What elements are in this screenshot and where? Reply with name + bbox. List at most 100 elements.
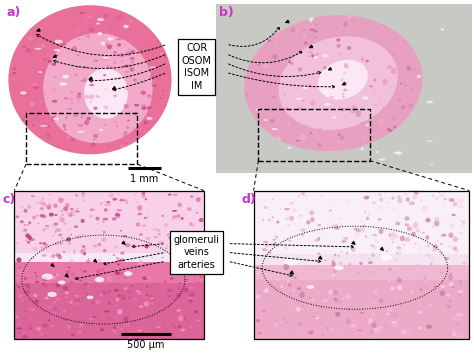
- Ellipse shape: [42, 203, 47, 207]
- Ellipse shape: [146, 117, 153, 120]
- Ellipse shape: [15, 215, 19, 218]
- Ellipse shape: [143, 300, 145, 302]
- Ellipse shape: [312, 268, 314, 269]
- Ellipse shape: [178, 43, 183, 45]
- Ellipse shape: [55, 283, 61, 287]
- Ellipse shape: [142, 106, 146, 110]
- Ellipse shape: [163, 25, 164, 26]
- Ellipse shape: [110, 141, 111, 142]
- Ellipse shape: [434, 221, 439, 226]
- Ellipse shape: [291, 307, 293, 309]
- Ellipse shape: [127, 290, 132, 293]
- Ellipse shape: [343, 71, 346, 74]
- Ellipse shape: [406, 275, 407, 276]
- Ellipse shape: [175, 148, 179, 150]
- Ellipse shape: [317, 224, 321, 226]
- Ellipse shape: [440, 30, 442, 31]
- Ellipse shape: [376, 36, 378, 39]
- Ellipse shape: [428, 30, 432, 34]
- Ellipse shape: [346, 319, 351, 325]
- Ellipse shape: [373, 202, 377, 205]
- Ellipse shape: [129, 57, 135, 60]
- Ellipse shape: [424, 37, 427, 40]
- Ellipse shape: [122, 235, 127, 237]
- Ellipse shape: [388, 314, 393, 319]
- Ellipse shape: [426, 254, 430, 257]
- Ellipse shape: [381, 25, 385, 28]
- Ellipse shape: [33, 317, 36, 318]
- Ellipse shape: [451, 286, 455, 288]
- Ellipse shape: [179, 242, 182, 245]
- Ellipse shape: [107, 44, 112, 49]
- Ellipse shape: [372, 306, 374, 308]
- Ellipse shape: [131, 334, 133, 335]
- Ellipse shape: [62, 75, 69, 78]
- Ellipse shape: [164, 223, 168, 227]
- Ellipse shape: [117, 263, 119, 265]
- Ellipse shape: [191, 196, 193, 198]
- Ellipse shape: [158, 66, 159, 67]
- Ellipse shape: [124, 65, 129, 67]
- Ellipse shape: [63, 207, 68, 211]
- Ellipse shape: [97, 18, 104, 21]
- Ellipse shape: [401, 330, 407, 334]
- Ellipse shape: [237, 140, 239, 141]
- Ellipse shape: [195, 86, 196, 88]
- Ellipse shape: [462, 221, 465, 223]
- Ellipse shape: [172, 100, 175, 102]
- Ellipse shape: [76, 95, 82, 98]
- Ellipse shape: [388, 202, 389, 204]
- Ellipse shape: [318, 60, 368, 100]
- Ellipse shape: [70, 281, 73, 283]
- Ellipse shape: [156, 326, 160, 328]
- Ellipse shape: [116, 304, 118, 307]
- Ellipse shape: [114, 140, 118, 142]
- Bar: [14, 253, 204, 262]
- Ellipse shape: [114, 120, 118, 123]
- Ellipse shape: [167, 295, 172, 298]
- Ellipse shape: [67, 254, 70, 255]
- Ellipse shape: [182, 232, 187, 236]
- Ellipse shape: [47, 114, 49, 115]
- Ellipse shape: [409, 202, 414, 205]
- Ellipse shape: [340, 223, 343, 226]
- Ellipse shape: [339, 261, 343, 265]
- Ellipse shape: [381, 255, 392, 260]
- Ellipse shape: [431, 125, 433, 127]
- Ellipse shape: [181, 217, 183, 220]
- Ellipse shape: [39, 28, 43, 30]
- Ellipse shape: [18, 154, 21, 157]
- Ellipse shape: [55, 123, 56, 124]
- Ellipse shape: [87, 15, 92, 19]
- Ellipse shape: [55, 228, 59, 232]
- Ellipse shape: [374, 104, 377, 106]
- Ellipse shape: [343, 96, 345, 97]
- Ellipse shape: [441, 60, 447, 63]
- Ellipse shape: [186, 136, 189, 139]
- Ellipse shape: [457, 291, 463, 293]
- Ellipse shape: [238, 12, 241, 13]
- Ellipse shape: [165, 318, 171, 321]
- Ellipse shape: [177, 302, 178, 303]
- Ellipse shape: [75, 299, 80, 301]
- Ellipse shape: [63, 222, 66, 225]
- Ellipse shape: [34, 271, 36, 274]
- Ellipse shape: [70, 102, 74, 105]
- Ellipse shape: [140, 148, 144, 149]
- Ellipse shape: [24, 318, 27, 319]
- Ellipse shape: [62, 287, 64, 290]
- Ellipse shape: [279, 321, 282, 323]
- Ellipse shape: [409, 121, 413, 124]
- Ellipse shape: [78, 124, 83, 127]
- Ellipse shape: [136, 222, 140, 227]
- Ellipse shape: [102, 219, 104, 221]
- Ellipse shape: [177, 325, 182, 328]
- Ellipse shape: [418, 326, 422, 330]
- Ellipse shape: [302, 35, 307, 38]
- Ellipse shape: [11, 118, 16, 122]
- Ellipse shape: [115, 271, 120, 275]
- Ellipse shape: [352, 105, 357, 110]
- Ellipse shape: [66, 212, 70, 214]
- Ellipse shape: [425, 59, 430, 62]
- Ellipse shape: [347, 253, 349, 255]
